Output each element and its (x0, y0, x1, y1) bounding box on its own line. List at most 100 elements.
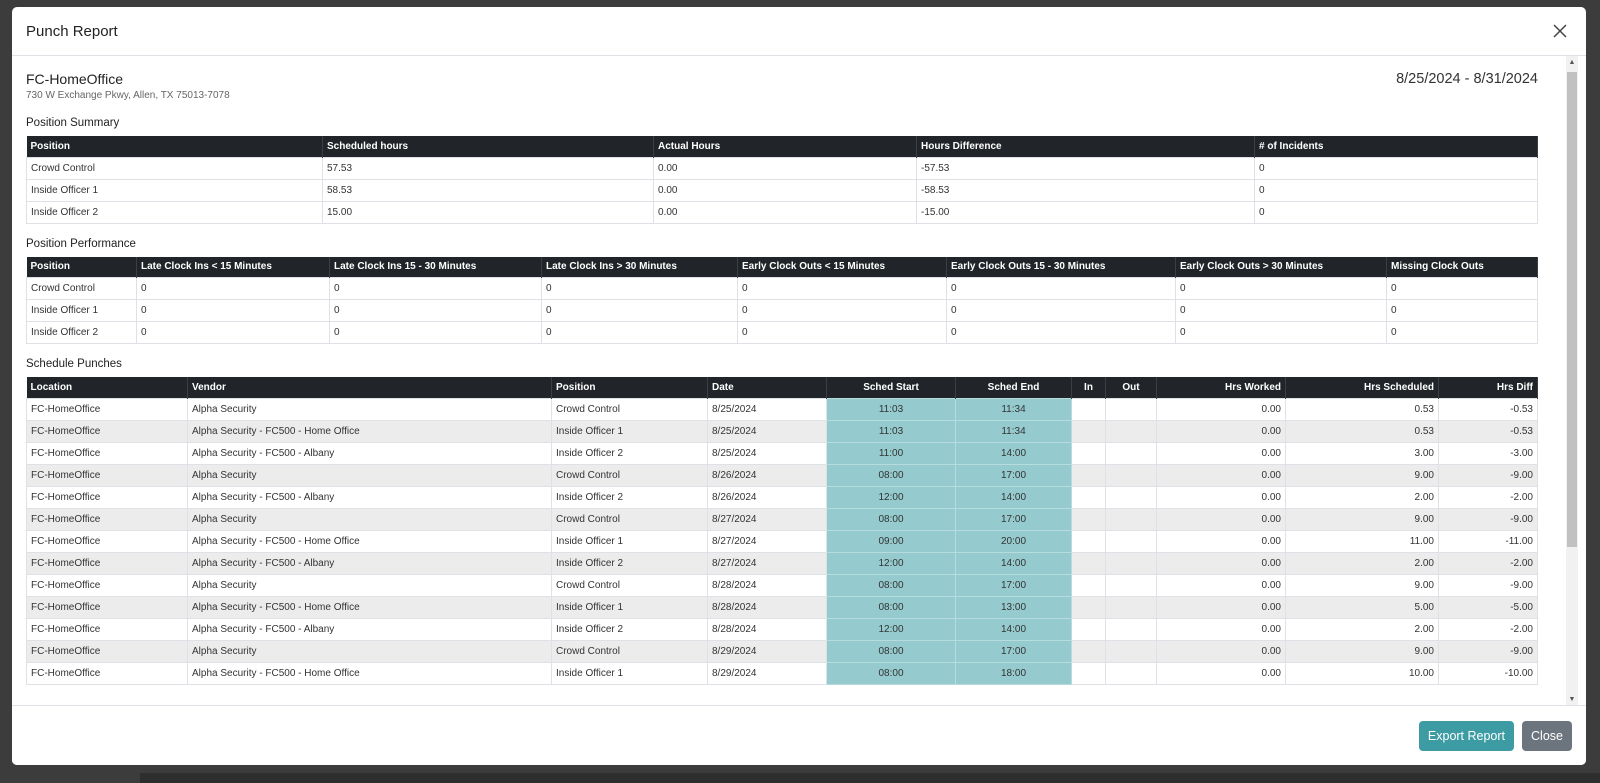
table-cell: -15.00 (916, 200, 1255, 224)
table-cell: 9.00 (1285, 507, 1439, 531)
table-cell: Inside Officer 1 (551, 419, 708, 443)
table-cell (1071, 639, 1106, 663)
column-header: Late Clock Ins 15 - 30 Minutes (329, 256, 542, 278)
table-cell: Crowd Control (551, 639, 708, 663)
table-cell: 0 (136, 277, 330, 300)
table-cell: 17:00 (955, 639, 1072, 663)
table-cell (1071, 617, 1106, 641)
table-cell: -0.53 (1438, 397, 1538, 421)
column-header: Hours Difference (916, 136, 1255, 157)
table-cell: 57.53 (322, 156, 654, 180)
table-cell: FC-HomeOffice (26, 551, 188, 575)
table-cell: -5.00 (1438, 595, 1538, 619)
table-cell: 11:00 (826, 441, 956, 465)
close-button[interactable]: Close (1522, 720, 1572, 751)
table-cell: -9.00 (1438, 573, 1538, 597)
column-header: Early Clock Outs > 30 Minutes (1175, 256, 1387, 278)
table-cell: Alpha Security - FC500 - Home Office (187, 661, 552, 685)
table-row: FC-HomeOffice Alpha Security Crowd Control… (26, 573, 1538, 597)
table-cell: 0 (1386, 299, 1538, 322)
table-row: FC-HomeOffice Alpha Security - FC500 - Ho… (26, 419, 1538, 443)
column-header: Vendor (187, 377, 552, 398)
table-cell: 0 (1175, 321, 1387, 344)
column-header: Position (26, 256, 137, 278)
column-header: Hrs Worked (1156, 377, 1286, 398)
table-cell: 0.00 (1156, 485, 1286, 509)
punch-report-modal: Punch Report FC-HomeOffice 730 W Exchang… (12, 7, 1586, 765)
column-header: Sched Start (826, 377, 956, 398)
table-cell (1105, 485, 1157, 509)
table-cell: 0 (1175, 299, 1387, 322)
table-cell: 08:00 (826, 639, 956, 663)
scroll-down-arrow-icon[interactable]: ▼ (1568, 695, 1576, 703)
table-cell: 8/28/2024 (707, 595, 827, 619)
table-cell: 11:34 (955, 397, 1072, 421)
table-cell: FC-HomeOffice (26, 661, 188, 685)
table-cell: 0 (1175, 277, 1387, 300)
table-cell: -2.00 (1438, 617, 1538, 641)
table-cell: 0 (1254, 178, 1538, 202)
table-cell: 0 (946, 321, 1176, 344)
column-header: Hrs Scheduled (1285, 377, 1439, 398)
table-cell: Alpha Security - FC500 - Home Office (187, 419, 552, 443)
table-cell: 0.00 (1156, 617, 1286, 641)
close-icon[interactable] (1552, 23, 1568, 39)
table-cell: 2.00 (1285, 485, 1439, 509)
table-cell: 17:00 (955, 573, 1072, 597)
table-cell (1071, 419, 1106, 443)
table-cell (1105, 463, 1157, 487)
table-cell: 58.53 (322, 178, 654, 202)
table-cell: 0.00 (653, 200, 917, 224)
table-cell: 8/27/2024 (707, 507, 827, 531)
table-cell: Inside Officer 2 (26, 200, 323, 224)
table-cell (1105, 595, 1157, 619)
table-cell: -11.00 (1438, 529, 1538, 553)
table-cell: 0 (1254, 200, 1538, 224)
table-cell: Inside Officer 2 (551, 485, 708, 509)
table-cell: 3.00 (1285, 441, 1439, 465)
table-cell: 0 (946, 299, 1176, 322)
table-cell: 12:00 (826, 551, 956, 575)
table-cell: 0 (737, 299, 947, 322)
table-row: FC-HomeOffice Alpha Security - FC500 - Al… (26, 441, 1538, 465)
table-cell: FC-HomeOffice (26, 463, 188, 487)
table-cell: FC-HomeOffice (26, 529, 188, 553)
table-cell: Inside Officer 1 (551, 595, 708, 619)
table-cell: 0.53 (1285, 397, 1439, 421)
table-cell: 0.00 (1156, 397, 1286, 421)
table-cell: Inside Officer 2 (26, 321, 137, 344)
table-cell: Inside Officer 1 (26, 299, 137, 322)
table-cell (1071, 661, 1106, 685)
table-cell: Alpha Security (187, 639, 552, 663)
table-row: Inside Officer 2 15.00 0.00 -15.00 0 (26, 200, 1538, 224)
vertical-scrollbar[interactable]: ▲ ▼ (1566, 56, 1578, 705)
table-cell: -2.00 (1438, 551, 1538, 575)
table-cell: Alpha Security (187, 507, 552, 531)
table-cell: FC-HomeOffice (26, 419, 188, 443)
table-cell: 0 (946, 277, 1176, 300)
scroll-up-arrow-icon[interactable]: ▲ (1568, 58, 1576, 66)
table-cell: 11:34 (955, 419, 1072, 443)
table-cell: Alpha Security - FC500 - Albany (187, 441, 552, 465)
table-cell: 0.53 (1285, 419, 1439, 443)
export-report-button[interactable]: Export Report (1418, 720, 1515, 751)
table-cell: -9.00 (1438, 463, 1538, 487)
table-row: Inside Officer 1 58.53 0.00 -58.53 0 (26, 178, 1538, 202)
table-cell: -9.00 (1438, 507, 1538, 531)
table-cell: 11.00 (1285, 529, 1439, 553)
table-cell: 8/29/2024 (707, 661, 827, 685)
table-cell: Alpha Security (187, 573, 552, 597)
table-cell: 0.00 (1156, 551, 1286, 575)
table-cell: Alpha Security - FC500 - Home Office (187, 595, 552, 619)
table-cell: Alpha Security - FC500 - Albany (187, 551, 552, 575)
scrollbar-thumb[interactable] (1567, 72, 1577, 547)
table-cell (1071, 573, 1106, 597)
column-header: Early Clock Outs 15 - 30 Minutes (946, 256, 1176, 278)
column-header: Position (26, 136, 323, 157)
modal-header: Punch Report (12, 7, 1586, 56)
table-row: FC-HomeOffice Alpha Security Crowd Control… (26, 397, 1538, 421)
modal-body[interactable]: FC-HomeOffice 730 W Exchange Pkwy, Allen… (12, 56, 1586, 705)
table-cell: 5.00 (1285, 595, 1439, 619)
column-header: Scheduled hours (322, 136, 654, 157)
table-cell: FC-HomeOffice (26, 485, 188, 509)
